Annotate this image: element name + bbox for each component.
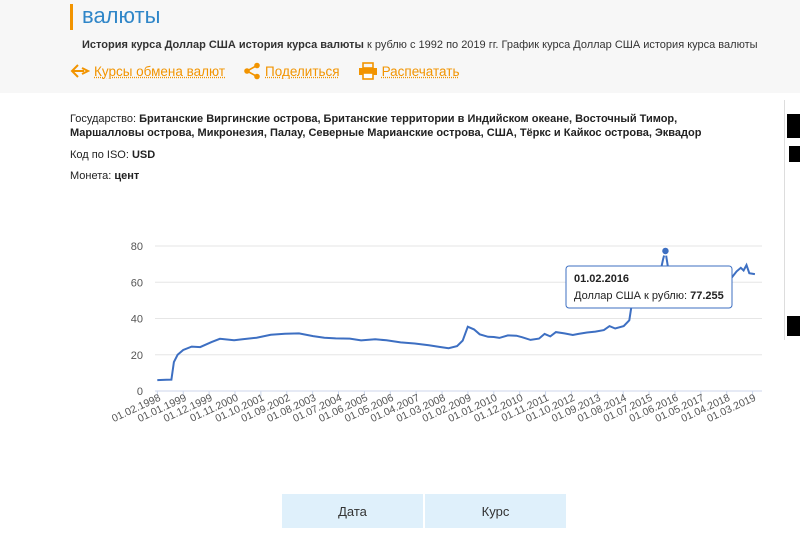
- share-link[interactable]: Поделиться: [243, 62, 340, 80]
- iso-info: Код по ISO: USD: [70, 148, 155, 162]
- subtitle-rest: к рублю с 1992 по 2019 гг. График курса …: [363, 39, 758, 51]
- share-icon: [244, 62, 260, 80]
- page-subtitle: История курса Доллар США история курса в…: [82, 39, 758, 51]
- iso-value: USD: [131, 149, 156, 161]
- side-panel-edge: [784, 100, 800, 340]
- country-info: Государство: Британские Виргинские остро…: [70, 112, 701, 140]
- view-tabs: Дата Курс: [282, 494, 568, 528]
- tooltip-date: 01.02.2016: [574, 273, 629, 285]
- tab-rate[interactable]: Курс: [425, 494, 568, 528]
- highlight-point[interactable]: [660, 246, 671, 256]
- y-tick-label: 40: [131, 314, 143, 326]
- side-mark: [787, 316, 800, 336]
- coin-label: Монета:: [70, 170, 112, 182]
- page-title: валюты: [82, 3, 161, 28]
- country-label: Государство:: [70, 113, 137, 125]
- tooltip-value-text: Доллар США к рублю: 77.255: [574, 290, 724, 302]
- coin-value: цент: [114, 170, 140, 182]
- tooltip-value: 77.255: [690, 290, 724, 302]
- arrows-icon: [70, 64, 90, 78]
- exchange-rates-label: Курсы обмена валют: [94, 63, 226, 79]
- y-tick-label: 80: [131, 241, 143, 253]
- tooltip-label: Доллар США к рублю:: [574, 290, 687, 302]
- coin-info: Монета: цент: [70, 169, 139, 183]
- side-mark: [787, 114, 800, 138]
- y-tick-label: 0: [137, 386, 143, 398]
- y-tick-label: 20: [131, 350, 143, 362]
- heading-accent-bar: [70, 4, 73, 30]
- printer-icon: [358, 62, 377, 80]
- tab-date[interactable]: Дата: [282, 494, 425, 528]
- side-mark: [789, 146, 800, 162]
- subtitle-bold: История курса Доллар США история курса в…: [82, 39, 364, 51]
- country-value-line1: Британские Виргинские острова, Британски…: [139, 113, 678, 125]
- country-value-line2: Маршалловы острова, Микронезия, Палау, С…: [70, 127, 702, 139]
- share-label: Поделиться: [265, 63, 340, 79]
- chart-tooltip: 01.02.2016 Доллар США к рублю: 77.255: [565, 265, 733, 309]
- actions-bar: Курсы обмена валют Поделиться Распечатат…: [70, 60, 477, 82]
- print-link[interactable]: Распечатать: [358, 62, 460, 80]
- exchange-rates-link[interactable]: Курсы обмена валют: [70, 63, 225, 79]
- y-tick-label: 60: [131, 277, 143, 289]
- print-label: Распечатать: [381, 63, 460, 79]
- iso-label: Код по ISO:: [70, 149, 129, 161]
- page-header-band: [0, 0, 800, 93]
